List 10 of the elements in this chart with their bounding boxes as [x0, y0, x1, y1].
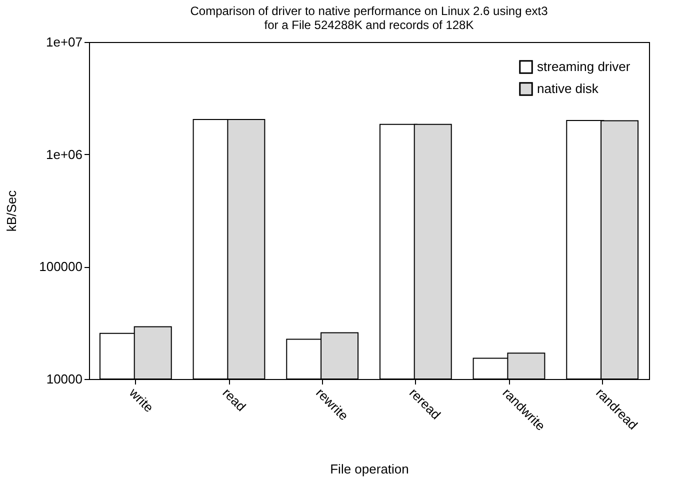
chart-title: Comparison of driver to native performance on Linux 2.6 using ext3 for a File 524288K and records of 128K	[190, 4, 548, 32]
legend-label: native disk	[537, 81, 599, 96]
legend-label: streaming driver	[537, 59, 631, 74]
x-axis-title: File operation	[330, 462, 409, 476]
y-tick-label: 1e+07	[46, 34, 82, 50]
y-axis-title: kB/Sec	[4, 190, 20, 232]
y-tick-label: 10000	[46, 372, 82, 386]
x-tick-label: read	[220, 385, 249, 414]
y-tick-label: 100000	[39, 259, 82, 274]
y-tick-label: 1e+06	[46, 146, 82, 162]
